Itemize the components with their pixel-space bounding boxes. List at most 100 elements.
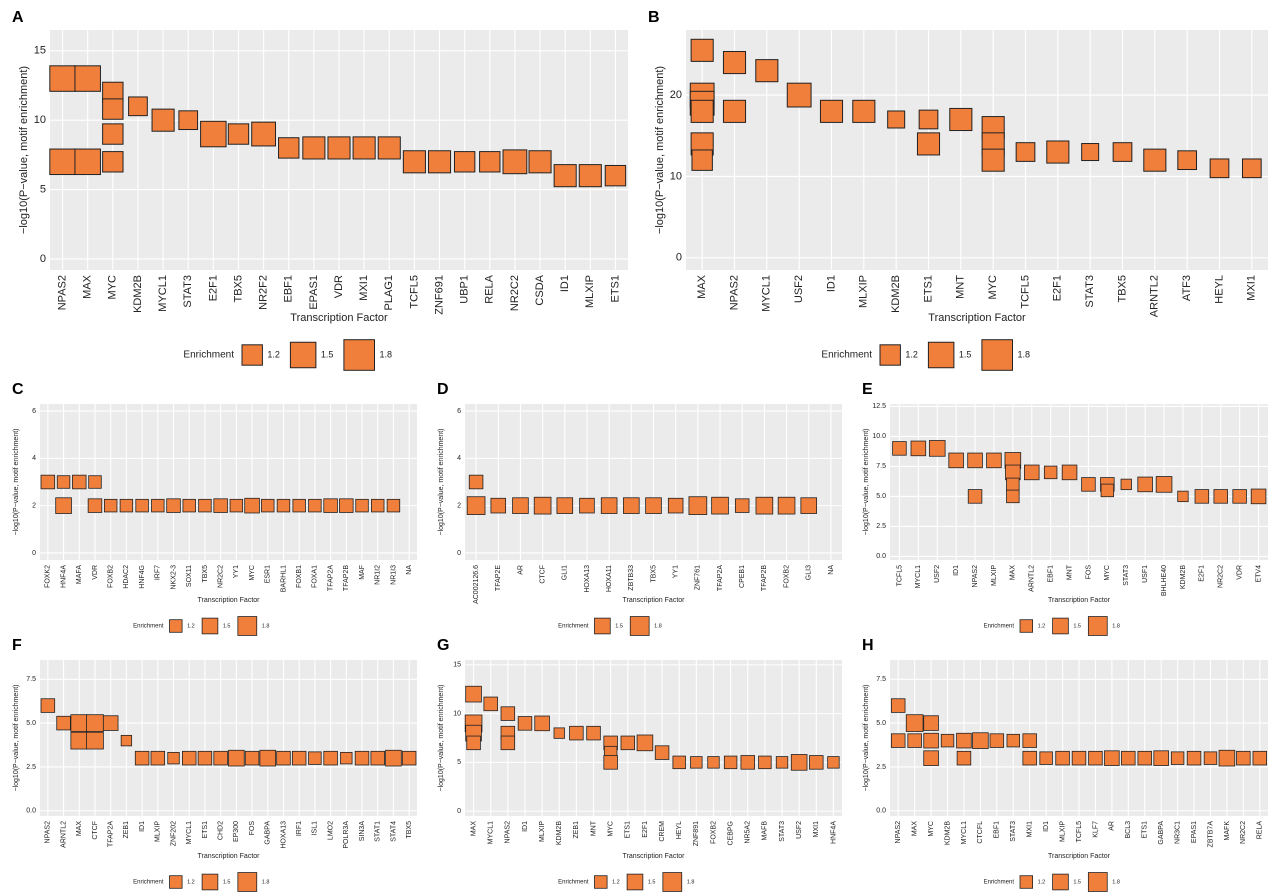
legend-key (879, 344, 901, 366)
x-axis-title: Transcription Factor (623, 853, 686, 860)
marker (276, 750, 291, 766)
marker (989, 733, 1005, 748)
legend-label: 1.8 (1112, 879, 1120, 885)
marker (755, 496, 774, 515)
panel: D 0 2 4 6 AC002126.6 TFAP2E AR CTCF GLI1 HOXA13 HOX… (437, 381, 842, 636)
marker (355, 498, 369, 513)
y-tick-label: 0.0 (26, 808, 36, 815)
marker (827, 756, 840, 769)
x-tick-label: GABPA (1158, 821, 1165, 845)
y-tick-label: 2 (457, 502, 461, 509)
marker (453, 151, 476, 173)
marker (956, 732, 972, 749)
x-tick-label: ZBTB7A (1207, 821, 1214, 848)
marker (323, 498, 338, 513)
marker (1177, 490, 1189, 503)
marker (688, 496, 708, 515)
x-tick-label: ISL1 (312, 821, 319, 836)
panel-letter: E (862, 381, 873, 398)
x-tick-label: USF2 (796, 821, 803, 839)
x-tick-label: NPAS2 (505, 821, 512, 844)
marker (1252, 750, 1268, 766)
plot-background (40, 404, 417, 560)
x-tick-label: NR2C2 (1240, 821, 1247, 844)
marker (923, 750, 939, 766)
x-tick-label: KDM2B (944, 821, 951, 845)
marker (890, 733, 906, 748)
x-tick-label: STAT3 (779, 821, 786, 842)
marker (40, 474, 56, 490)
x-tick-label: TCFL5 (896, 565, 903, 587)
y-tick-label: 2 (32, 502, 36, 509)
marker (711, 496, 729, 515)
marker (755, 59, 779, 83)
x-tick-label: STAT3 (182, 275, 194, 308)
marker (707, 756, 720, 769)
x-tick-label: TCFL5 (408, 275, 420, 309)
x-tick-label: MLXIP (1059, 821, 1066, 842)
x-tick-label: NPAS2 (895, 821, 902, 844)
x-tick-label: NR5A2 (745, 821, 752, 844)
y-tick-label: 7.5 (876, 463, 886, 470)
x-tick-label: CPEB1 (739, 565, 746, 588)
x-tick-label: EBF1 (994, 821, 1001, 839)
x-tick-label: EPAS1 (308, 275, 320, 310)
y-tick-label: 0 (457, 550, 461, 557)
y-tick-label: 5.0 (876, 493, 886, 500)
legend-title: Enrichment (558, 624, 589, 630)
marker (1039, 751, 1053, 765)
x-tick-label: NPAS2 (972, 565, 979, 588)
marker (135, 498, 149, 513)
legend-label: 1.5 (959, 349, 972, 359)
marker (1061, 464, 1078, 481)
marker (1015, 142, 1036, 162)
legend-key (169, 619, 183, 633)
marker (1006, 489, 1020, 504)
marker (1005, 464, 1021, 481)
marker (352, 136, 376, 160)
y-tick-label: 7.5 (26, 676, 36, 683)
marker (182, 498, 196, 513)
y-axis-title: −log10(P−value, motif enrichment) (18, 66, 30, 234)
y-tick-label: 10 (670, 170, 682, 182)
marker (981, 148, 1005, 172)
x-tick-label: FOS (249, 821, 256, 836)
x-tick-label: GLI1 (562, 565, 569, 580)
x-tick-label: MLXIP (155, 821, 162, 842)
x-tick-label: E2F1 (1052, 275, 1064, 301)
marker (466, 496, 486, 515)
legend-key (237, 872, 258, 892)
x-tick-label: MYCL1 (186, 821, 193, 844)
x-tick-label: MAX (1010, 565, 1017, 581)
legend-label: 1.8 (1112, 623, 1120, 629)
x-tick-label: NR2C2 (1218, 565, 1225, 588)
marker (809, 755, 824, 770)
y-tick-label: 10 (34, 114, 46, 126)
marker (512, 497, 529, 514)
y-tick-label: 4 (32, 455, 36, 462)
x-tick-label: MAF (359, 565, 366, 580)
legend-label: 1.8 (262, 879, 270, 885)
marker (323, 750, 338, 766)
legend-label: 1.8 (1018, 349, 1031, 359)
marker (261, 498, 275, 513)
x-tick-label: E2F1 (1199, 565, 1206, 582)
x-tick-label: MYC (249, 565, 256, 581)
x-tick-label: YY1 (673, 565, 680, 578)
legend-label: 1.5 (648, 879, 656, 885)
x-tick-label: HNF4A (830, 821, 837, 844)
plot-background (890, 404, 1268, 560)
marker (102, 123, 124, 145)
marker (645, 497, 662, 514)
marker (198, 498, 212, 513)
marker (1241, 158, 1262, 179)
marker (490, 497, 507, 514)
legend-title: Enrichment (558, 880, 589, 886)
marker (1155, 476, 1173, 493)
y-tick-label: 0 (40, 253, 46, 265)
marker (134, 750, 150, 766)
marker (1143, 148, 1167, 172)
x-tick-label: MYC (987, 275, 999, 300)
x-tick-label: MNT (955, 275, 967, 299)
panel: A 0 5 10 15 NPAS2 MAX MYC KDM2B MYCL1 STAT3 E2F1 TBX… (12, 9, 628, 371)
